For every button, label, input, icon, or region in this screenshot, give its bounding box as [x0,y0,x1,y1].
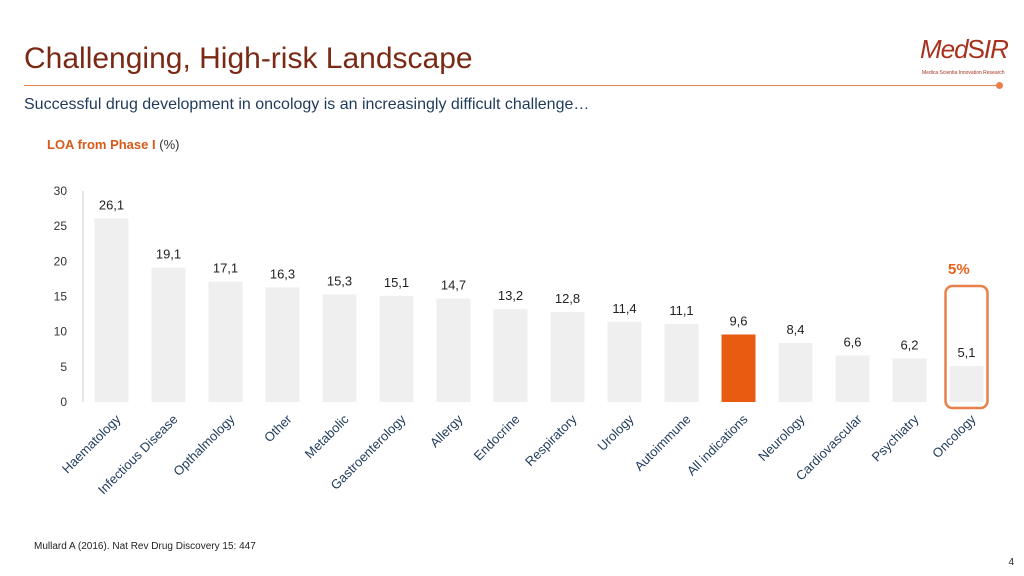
bar [892,358,927,402]
bar-value-label: 15,3 [327,273,352,288]
bar [721,334,756,402]
bar [265,287,300,402]
bar [835,355,870,402]
slide-title: Challenging, High-risk Landscape [24,42,473,75]
bar-value-label: 16,3 [270,266,295,281]
bar-value-label: 14,7 [441,278,466,293]
x-category-label: All indications [684,411,751,478]
y-tick-label: 0 [60,395,67,409]
x-category-label: Opthalmology [170,411,238,479]
y-axis-label-text: LOA from Phase I [47,137,156,152]
bar-value-label: 12,8 [555,291,580,306]
bar-value-label: 5,1 [957,345,975,360]
bar-value-label: 6,2 [900,337,918,352]
x-category-label: Autoimmune [631,412,693,474]
x-category-label: Endocrine [471,412,523,464]
bar-value-label: 15,1 [384,275,409,290]
bar [607,321,642,402]
x-category-label: Oncology [929,411,979,461]
bar [664,323,699,402]
y-axis-label-unit: (%) [159,137,180,152]
y-tick-label: 25 [54,219,68,233]
medsir-logo: MedSIR Medica Scientia Innovation Resear… [920,34,1009,78]
page-number: 4 [1008,557,1014,568]
oncology-callout-label: 5% [948,261,970,278]
bar [436,298,471,402]
bar [379,295,414,402]
slide-subtitle: Successful drug development in oncology … [24,96,590,113]
bar-value-label: 9,6 [729,313,747,328]
bar [322,294,357,402]
y-tick-label: 30 [54,184,68,198]
y-tick-label: 15 [54,290,68,304]
bar [208,281,243,402]
x-category-label: Psychiatry [869,411,922,464]
bar [550,311,585,402]
y-tick-label: 20 [54,254,68,268]
bar [778,342,813,402]
y-tick-label: 5 [60,360,67,374]
x-category-label: Urology [594,411,637,454]
x-category-label: Allergy [427,411,466,450]
bar [493,309,528,402]
bar-chart: 05101520253026,1Haematology19,1Infectiou… [54,184,989,497]
bar-value-label: 19,1 [156,247,181,262]
bar [151,267,186,402]
bar-value-label: 8,4 [786,322,804,337]
x-category-label: Respiratory [522,411,580,469]
bar-value-label: 13,2 [498,288,523,303]
oncology-highlight-box [944,284,989,410]
bar-value-label: 6,6 [843,335,861,350]
bar-value-label: 26,1 [99,197,124,212]
title-divider [24,85,999,86]
title-divider-dot [996,82,1003,89]
x-category-label: Other [261,411,295,445]
bar-value-label: 11,1 [669,303,693,318]
bar-value-label: 17,1 [213,261,238,276]
logo-wordmark: MedSIR [920,34,1009,64]
x-category-label: Neurology [755,411,808,464]
x-category-label: Metabolic [302,411,352,461]
bar [94,218,129,402]
bar [949,366,984,402]
bar-value-label: 11,4 [612,301,636,316]
y-tick-label: 10 [54,325,68,339]
logo-tagline: Medica Scientia Innovation Research [922,70,1005,76]
y-axis-label: LOA from Phase I (%) [47,137,179,153]
citation-footnote: Mullard A (2016). Nat Rev Drug Discovery… [34,541,256,552]
